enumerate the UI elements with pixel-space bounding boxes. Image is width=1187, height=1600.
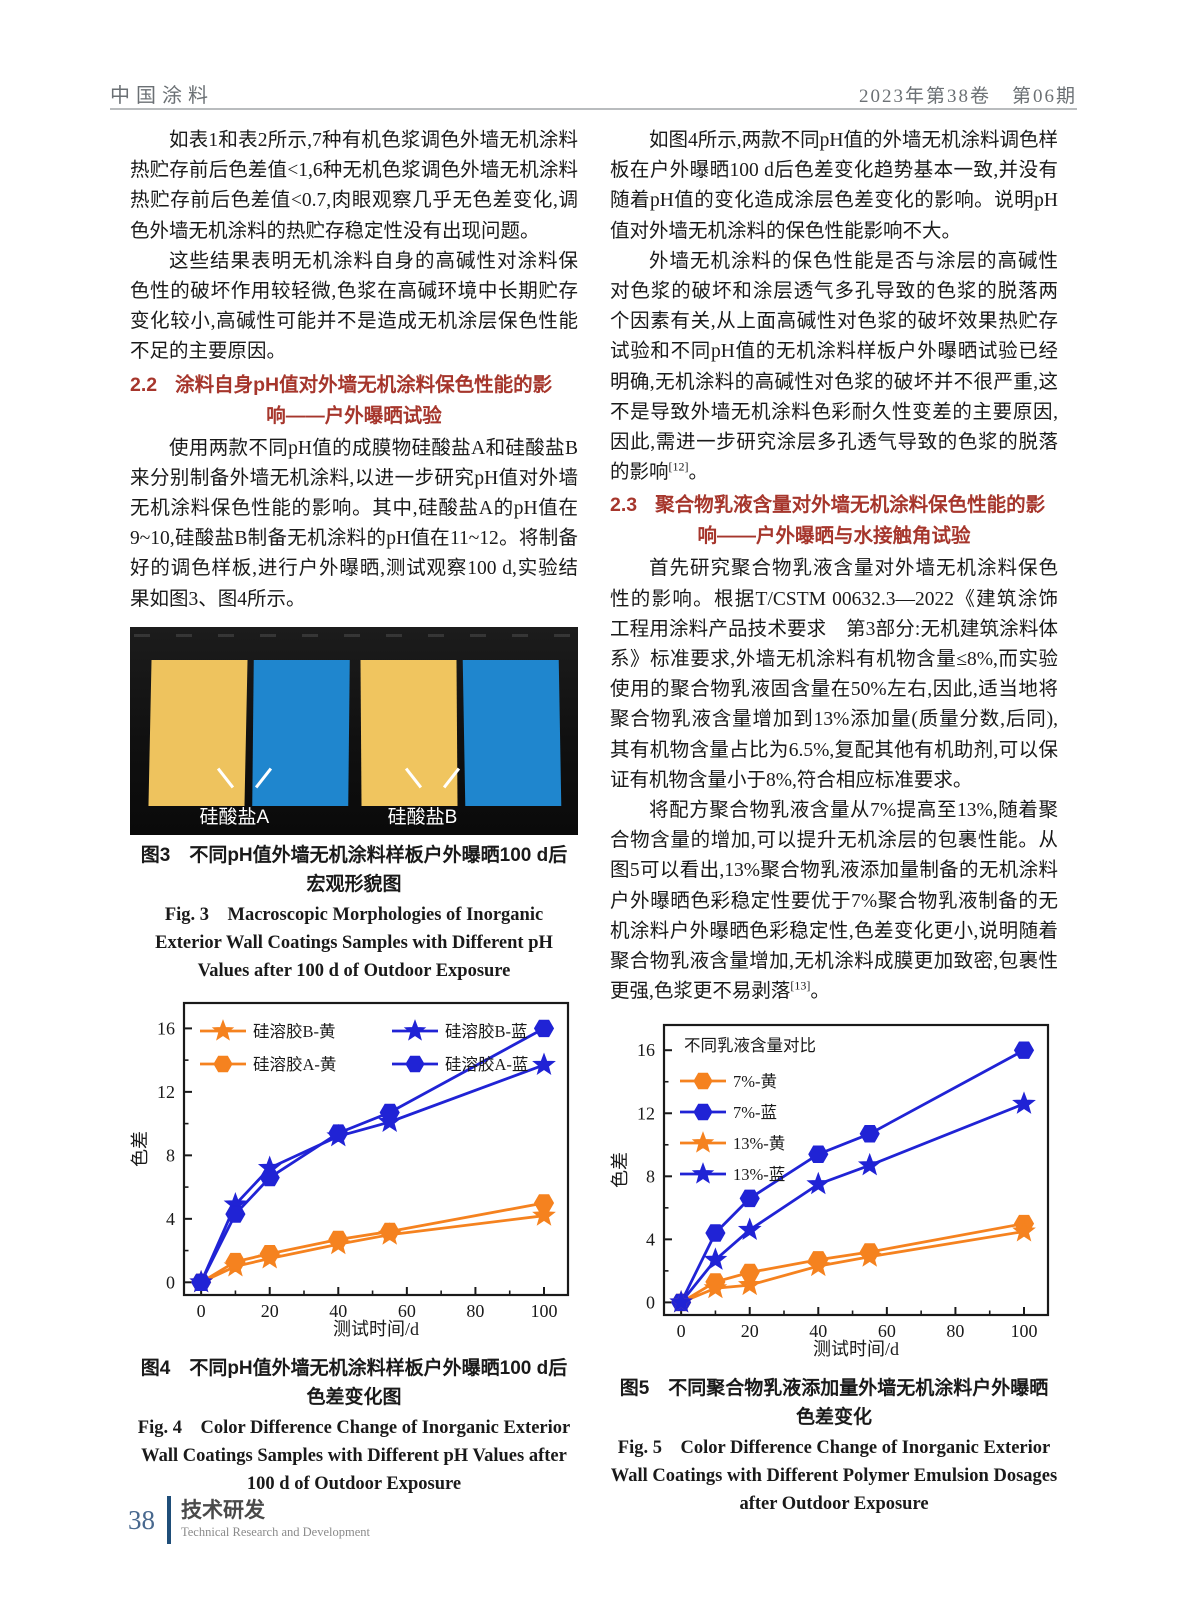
paragraph: 使用两款不同pH值的成膜物硅酸盐A和硅酸盐B来分别制备外墙无机涂料,以进一步研究… xyxy=(130,437,578,610)
section-title-line2: 响——户外曝晒试验 xyxy=(266,404,442,427)
svg-text:16: 16 xyxy=(157,1018,175,1038)
figure5-caption-cn: 图5 不同聚合物乳液添加量外墙无机涂料户外曝晒色差变化 xyxy=(619,1378,1049,1429)
svg-text:60: 60 xyxy=(398,1301,416,1321)
paragraph-text: 将配方聚合物乳液含量从7%提高至13%,随着聚合物含量的增加,可以提升无机涂层的… xyxy=(610,800,1058,1003)
footer-section-cn: 技术研发 xyxy=(181,1499,265,1522)
svg-text:12: 12 xyxy=(637,1104,655,1124)
figure3-caption-cn: 图3 不同pH值外墙无机涂料样板户外曝晒100 d后宏观形貌图 xyxy=(140,844,568,895)
journal-name: 中国涂料 xyxy=(110,85,214,107)
panel-label-silicate-b: 硅酸盐B xyxy=(387,806,458,828)
paragraph: 将配方聚合物乳液含量从7%提高至13%,随着聚合物含量的增加,可以提升无机涂层的… xyxy=(610,796,1058,1007)
panel-label-silicate-a: 硅酸盐A xyxy=(199,806,270,828)
sample-panel-blue-b xyxy=(462,660,562,806)
paragraph: 外墙无机涂料的保色性能是否与涂层的高碱性对色浆的破坏和涂层透气多孔导致的色浆的脱… xyxy=(610,247,1058,489)
page-number: 38 xyxy=(128,1504,155,1535)
svg-text:60: 60 xyxy=(878,1321,896,1341)
left-column: 如表1和表2所示,7种有机色浆调色外墙无机涂料热贮存前后色差值<1,6种无机色浆… xyxy=(130,126,578,1522)
section-number: 2.3 xyxy=(610,494,638,517)
svg-text:100: 100 xyxy=(1011,1321,1038,1341)
svg-text:8: 8 xyxy=(646,1167,655,1187)
svg-text:硅溶胶A-黄: 硅溶胶A-黄 xyxy=(253,1055,336,1074)
svg-text:硅溶胶B-黄: 硅溶胶B-黄 xyxy=(253,1022,336,1041)
section-title-line2: 响——户外曝晒与水接触角试验 xyxy=(697,525,971,548)
section-title-line1: 涂料自身pH值对外墙无机涂料保色性能的影 xyxy=(175,373,553,396)
svg-text:7%-黄: 7%-黄 xyxy=(733,1072,777,1091)
section-title-line1: 聚合物乳液含量对外墙无机涂料保色性能的影 xyxy=(655,494,1046,517)
figure3-photo: 硅酸盐A 硅酸盐B xyxy=(130,626,578,835)
svg-text:80: 80 xyxy=(946,1321,964,1341)
svg-text:0: 0 xyxy=(677,1321,686,1341)
sample-panel-blue-a xyxy=(252,660,351,806)
svg-text:40: 40 xyxy=(809,1321,827,1341)
footer-divider xyxy=(167,1496,171,1544)
svg-text:0: 0 xyxy=(197,1301,206,1321)
svg-text:测试时间/d: 测试时间/d xyxy=(813,1339,899,1359)
paragraph: 如表1和表2所示,7种有机色浆调色外墙无机涂料热贮存前后色差值<1,6种无机色浆… xyxy=(130,130,578,242)
svg-text:7%-蓝: 7%-蓝 xyxy=(733,1103,777,1122)
section-heading-2-3: 2.3 聚合物乳液含量对外墙无机涂料保色性能的影 响——户外曝晒与水接触角试验 xyxy=(610,490,1058,552)
footer-section-en: Technical Research and Development xyxy=(181,1525,370,1539)
paragraph: 如图4所示,两款不同pH值的外墙无机涂料调色样板在户外曝晒100 d后色差变化趋… xyxy=(610,130,1058,242)
section-heading-2-2: 2.2 涂料自身pH值对外墙无机涂料保色性能的影 响——户外曝晒试验 xyxy=(130,370,578,432)
paragraph: 这些结果表明无机涂料自身的高碱性对涂料保色性的破坏作用较轻微,色浆在高碱环境中长… xyxy=(130,250,578,363)
svg-text:100: 100 xyxy=(531,1301,558,1321)
svg-text:0: 0 xyxy=(166,1272,175,1292)
svg-text:12: 12 xyxy=(157,1082,175,1102)
svg-text:4: 4 xyxy=(166,1209,175,1229)
paragraph-text: 。 xyxy=(810,981,830,1003)
figure4-caption-cn: 图4 不同pH值外墙无机涂料样板户外曝晒100 d后色差变化图 xyxy=(140,1357,568,1408)
sample-panel-yellow-a xyxy=(148,660,248,806)
paragraph-text: 。 xyxy=(688,462,709,484)
two-column-content: 如表1和表2所示,7种有机色浆调色外墙无机涂料热贮存前后色差值<1,6种无机色浆… xyxy=(130,126,1058,1522)
svg-text:色差: 色差 xyxy=(130,1131,150,1167)
page-footer: 38 技术研发 Technical Research and Developme… xyxy=(128,1496,370,1544)
paragraph: 首先研究聚合物乳液含量对外墙无机涂料保色性的影响。根据T/CSTM 00632.… xyxy=(610,558,1058,791)
svg-text:硅溶胶A-蓝: 硅溶胶A-蓝 xyxy=(445,1055,528,1074)
svg-text:8: 8 xyxy=(166,1145,175,1165)
figure5-chart-wrap: 0 20 40 60 80 100 0 4 8 12 16 测试时间/d 色差 不同乳液含量对比 7%-黄 7… xyxy=(610,1013,1058,1368)
svg-text:20: 20 xyxy=(261,1301,279,1321)
svg-text:0: 0 xyxy=(646,1293,655,1313)
page-header: 中国涂料 2023年第38卷 第06期 xyxy=(110,76,1077,110)
figure4-chart-wrap: 0 20 40 60 80 100 0 4 8 12 16 测试时间/d 色差 硅溶胶B-黄 硅溶胶B-蓝硅… xyxy=(130,991,578,1348)
svg-text:硅溶胶B-蓝: 硅溶胶B-蓝 xyxy=(445,1022,528,1041)
right-column: 如图4所示,两款不同pH值的外墙无机涂料调色样板在户外曝晒100 d后色差变化趋… xyxy=(610,126,1058,1522)
figure5-caption-en: Fig. 5 Color Difference Change of Inorga… xyxy=(610,1438,1058,1515)
svg-text:16: 16 xyxy=(637,1041,655,1061)
figure5-line-chart: 0 20 40 60 80 100 0 4 8 12 16 测试时间/d 色差 不同乳液含量对比 7%-黄 7… xyxy=(610,1024,1050,1359)
citation-12: [12] xyxy=(668,459,689,474)
svg-text:40: 40 xyxy=(329,1301,347,1321)
issue-info: 2023年第38卷 第06期 xyxy=(858,86,1077,107)
svg-text:不同乳液含量对比: 不同乳液含量对比 xyxy=(684,1036,816,1055)
svg-text:测试时间/d: 测试时间/d xyxy=(333,1319,419,1339)
svg-text:13%-蓝: 13%-蓝 xyxy=(733,1165,785,1184)
sample-panel-yellow-b xyxy=(360,660,458,806)
svg-text:13%-黄: 13%-黄 xyxy=(733,1134,785,1153)
svg-text:20: 20 xyxy=(741,1321,759,1341)
figure4-caption-en: Fig. 4 Color Difference Change of Inorga… xyxy=(137,1417,571,1494)
figure3-caption-en: Fig. 3 Macroscopic Morphologies of Inorg… xyxy=(155,904,553,981)
svg-text:色差: 色差 xyxy=(610,1152,630,1188)
photo-frame-texture xyxy=(134,633,574,637)
citation-13: [13] xyxy=(790,978,811,993)
svg-text:80: 80 xyxy=(466,1301,484,1321)
paragraph-text: 外墙无机涂料的保色性能是否与涂层的高碱性对色浆的破坏和涂层透气多孔导致的色浆的脱… xyxy=(610,250,1058,484)
svg-text:4: 4 xyxy=(646,1230,655,1250)
section-number: 2.2 xyxy=(130,373,158,396)
